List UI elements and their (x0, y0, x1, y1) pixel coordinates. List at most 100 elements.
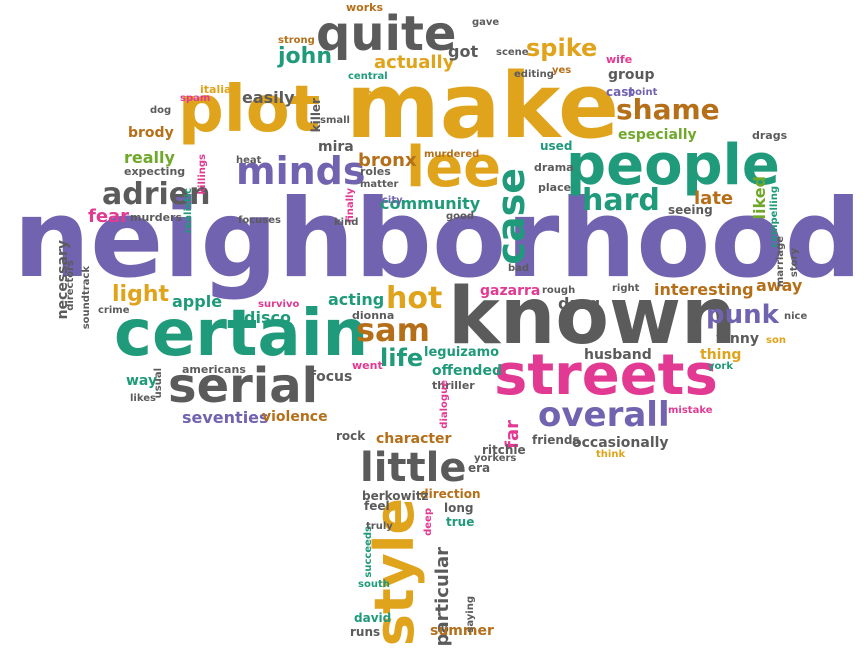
word-plot: plot (178, 73, 321, 147)
word-focuses: focuses (238, 215, 281, 226)
word-ritchie: ritchie (482, 443, 526, 457)
word-south: south (358, 579, 390, 590)
word-kind: kind (334, 217, 359, 228)
word-point: point (628, 87, 658, 98)
word-crime: crime (98, 305, 130, 316)
word-berkowitz: berkowitz (362, 489, 429, 503)
word-dog: dog (150, 105, 172, 116)
word-likes: likes (130, 393, 156, 404)
word-husband: husband (584, 347, 652, 363)
word-summer: summer (430, 623, 494, 639)
word-occasionally: occasionally (572, 435, 669, 451)
word-americans: americans (182, 363, 246, 376)
word-make: make (346, 54, 619, 159)
word-long: long (444, 501, 474, 515)
word-seeing: seeing (668, 203, 713, 217)
word-case: case (489, 168, 533, 265)
word-killings: killings (197, 154, 208, 195)
word-dionna: dionna (352, 309, 395, 322)
word-serial: serial (168, 358, 319, 414)
word-actually: actually (374, 52, 455, 73)
word-succeeds: succeeds (363, 526, 374, 578)
word-heat: heat (236, 155, 262, 166)
word-really: really (124, 148, 175, 167)
word-especially: especially (618, 127, 697, 143)
word-spam: spam (180, 93, 211, 104)
word-easily: easily (242, 88, 295, 107)
word-runs: runs (350, 625, 381, 639)
word-good: good (446, 211, 475, 222)
word-away: away (756, 276, 803, 295)
word-thriller: thriller (432, 379, 475, 392)
word-feel: feel (364, 499, 390, 513)
word-mistake: mistake (668, 405, 713, 416)
word-streets: streets (494, 343, 718, 408)
word-vinny: vinny (716, 331, 759, 347)
word-matter: matter (360, 179, 399, 190)
word-quite: quite (316, 6, 457, 62)
word-story: story (789, 248, 800, 278)
word-went: went (352, 359, 383, 372)
word-strong: strong (278, 35, 315, 46)
word-life: life (380, 344, 424, 372)
word-roles: roles (360, 165, 391, 178)
word-adrien: adrien (102, 177, 211, 212)
word-murders: murders (130, 211, 183, 224)
word-editing: editing (514, 69, 554, 80)
word-expecting: expecting (124, 165, 186, 178)
word-interesting: interesting (654, 280, 754, 299)
word-used: used (540, 139, 573, 153)
word-rough: rough (542, 285, 576, 296)
word-disco: disco (244, 308, 291, 327)
word-known: known (448, 272, 737, 362)
word-survivo: survivo (258, 299, 300, 310)
word-directors: directors (65, 260, 76, 311)
word-gazarra: gazarra (480, 283, 541, 299)
word-got: got (448, 42, 479, 61)
word-people: people (566, 133, 780, 198)
word-acting: acting (328, 290, 385, 309)
word-bad: bad (508, 263, 530, 274)
word-apple: apple (172, 292, 223, 311)
word-john: john (278, 44, 332, 69)
word-try: try (358, 87, 376, 100)
word-hard: hard (582, 183, 660, 218)
word-era: era (468, 461, 491, 475)
word-marriage: marriage (775, 236, 786, 288)
word-minds: minds (236, 149, 366, 193)
word-central: central (348, 71, 388, 82)
word-lee: lee (406, 135, 502, 200)
word-gave: gave (472, 17, 500, 28)
word-david: david (354, 611, 392, 625)
word-drug: drug (558, 294, 601, 313)
word-bronx: bronx (358, 150, 417, 171)
word-right: right (612, 283, 640, 294)
word-realistic: realistic (183, 188, 194, 234)
word-sam: sam (356, 311, 430, 349)
word-group: group (608, 67, 655, 83)
word-italian: italian (200, 83, 240, 96)
word-way: way (126, 373, 158, 389)
word-soundtrack: soundtrack (81, 266, 92, 330)
word-works: works (346, 1, 384, 14)
word-little: little (360, 445, 467, 491)
word-character: character (376, 431, 452, 447)
word-friends: friends (532, 433, 580, 447)
word-punk: punk (706, 300, 779, 330)
word-saying: saying (465, 596, 476, 633)
word-neighborhood: neighborhood (13, 177, 862, 302)
word-focus: focus (310, 369, 353, 385)
word-dialogue: dialogue (439, 380, 450, 429)
word-violence: violence (262, 409, 328, 425)
word-true: true (446, 515, 475, 529)
word-spike: spike (526, 34, 598, 62)
word-light: light (112, 282, 170, 307)
word-son: son (766, 335, 786, 346)
word-shame: shame (616, 93, 720, 126)
word-small: small (320, 115, 350, 126)
word-thing: thing (700, 347, 742, 363)
word-drama: drama (534, 161, 574, 174)
word-cast: cast (606, 85, 635, 99)
word-fear: fear (88, 206, 130, 227)
word-leguizamo: leguizamo (424, 345, 500, 360)
